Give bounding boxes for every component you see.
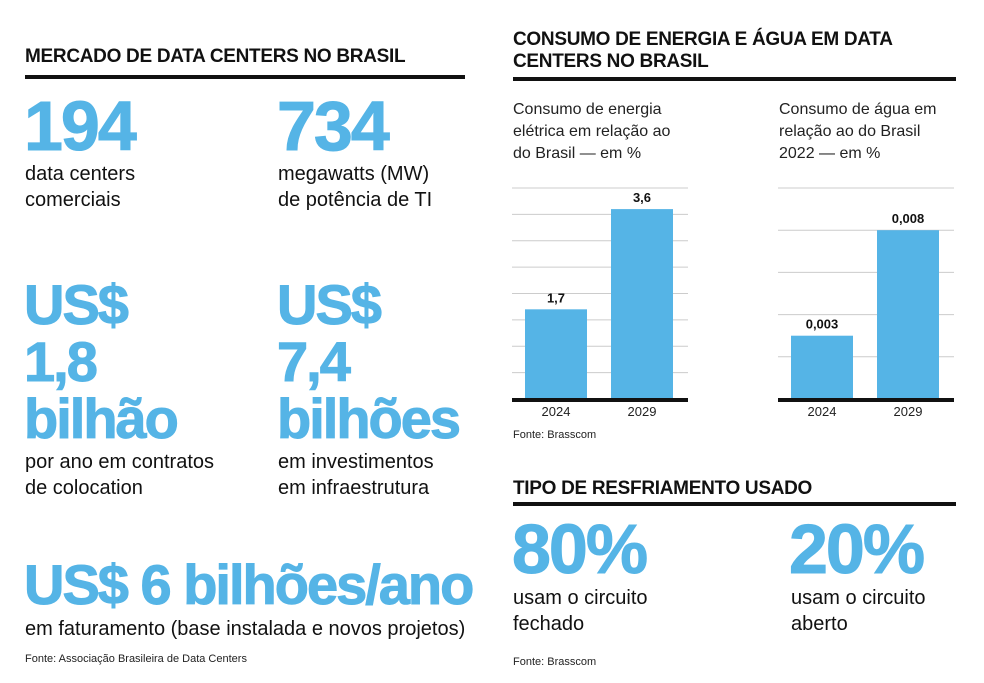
bar-2029 <box>611 209 673 399</box>
bar-2024 <box>525 309 587 399</box>
data-label: 0,008 <box>892 211 925 226</box>
stat-investments-desc: em investimentos em infraestrutura <box>278 449 434 501</box>
desc-line: aberto <box>791 613 848 635</box>
data-label: 1,7 <box>547 290 565 305</box>
desc-line: megawatts (MW) <box>278 163 430 185</box>
title-rule <box>25 75 465 79</box>
energy-chart: 1,7 2024 3,6 2029 <box>512 187 688 419</box>
currency: US$ <box>276 273 382 336</box>
market-title: MERCADO DE DATA CENTERS NO BRASIL <box>25 46 406 67</box>
stat-colocation-value: US$ 1,8 bilhão <box>24 273 180 450</box>
cooling-title: TIPO DE RESFRIAMENTO USADO <box>513 478 813 499</box>
cooling-closed-desc: usam o circuito fechado <box>513 585 648 637</box>
stat-investments-value: US$ 7,4 bilhões <box>276 273 461 450</box>
desc-line: de colocation <box>25 477 143 499</box>
desc-line: comerciais <box>25 189 121 211</box>
stat-revenue-desc: em faturamento (base instalada e novos p… <box>25 618 466 640</box>
desc-line: em investimentos <box>278 451 434 473</box>
stat-megawatts-desc: megawatts (MW) de potência de TI <box>278 161 432 213</box>
desc-line: fechado <box>513 613 585 635</box>
x-tick-label: 2024 <box>808 404 837 419</box>
stat-data-centers-desc: data centers comerciais <box>25 161 135 213</box>
data-label: 0,003 <box>806 317 839 332</box>
title-line: CENTERS NO BRASIL <box>513 51 709 72</box>
currency: US$ <box>24 273 130 336</box>
desc-line: usam o circuito <box>791 587 926 609</box>
cooling-closed-value: 80% <box>511 510 648 588</box>
bar-2024 <box>791 335 853 399</box>
desc-line: data centers <box>25 163 136 185</box>
water-chart-title: Consumo de água em relação ao do Brasil … <box>779 99 936 165</box>
cooling-source: Fonte: Brasscom <box>513 656 597 668</box>
x-axis-baseline <box>512 398 688 402</box>
consumption-title: CONSUMO DE ENERGIA E ÁGUA EM DATA CENTER… <box>513 29 893 73</box>
unit: bilhão <box>24 387 180 450</box>
cooling-open-desc: usam o circuito aberto <box>791 585 926 637</box>
data-label: 3,6 <box>633 190 651 205</box>
amount: 7,4 <box>276 330 351 393</box>
title-line: 2022 — em % <box>779 145 881 162</box>
x-axis-baseline <box>778 398 954 402</box>
cooling-open-value: 20% <box>788 510 925 588</box>
stat-revenue-value: US$ 6 bilhões/ano <box>23 553 474 616</box>
title-rule <box>513 77 956 81</box>
unit: bilhões <box>276 387 461 450</box>
water-chart: 0,003 2024 0,008 2029 <box>778 187 954 419</box>
energy-chart-title: Consumo de energia elétrica em relação a… <box>513 99 670 165</box>
stat-megawatts-value: 734 <box>277 87 391 165</box>
desc-line: usam o circuito <box>513 587 648 609</box>
bar-2029 <box>877 230 939 399</box>
title-line: Consumo de água em <box>779 101 937 118</box>
chart-source: Fonte: Brasscom <box>513 429 597 441</box>
x-tick-label: 2029 <box>894 404 923 419</box>
title-line: elétrica em relação ao <box>513 123 671 140</box>
stat-data-centers-value: 194 <box>24 87 138 165</box>
desc-line: de potência de TI <box>278 189 433 211</box>
stat-colocation-desc: por ano em contratos de colocation <box>25 449 214 501</box>
x-tick-label: 2024 <box>542 404 571 419</box>
title-line: relação ao do Brasil <box>779 123 921 140</box>
x-tick-label: 2029 <box>628 404 657 419</box>
title-rule <box>513 502 956 506</box>
title-line: do Brasil — em % <box>513 145 642 162</box>
title-line: Consumo de energia <box>513 101 662 118</box>
title-line: CONSUMO DE ENERGIA E ÁGUA EM DATA <box>513 29 893 50</box>
amount: 1,8 <box>24 330 99 393</box>
desc-line: por ano em contratos <box>25 451 214 473</box>
desc-line: em infraestrutura <box>278 477 430 499</box>
left-source: Fonte: Associação Brasileira de Data Cen… <box>25 653 247 665</box>
